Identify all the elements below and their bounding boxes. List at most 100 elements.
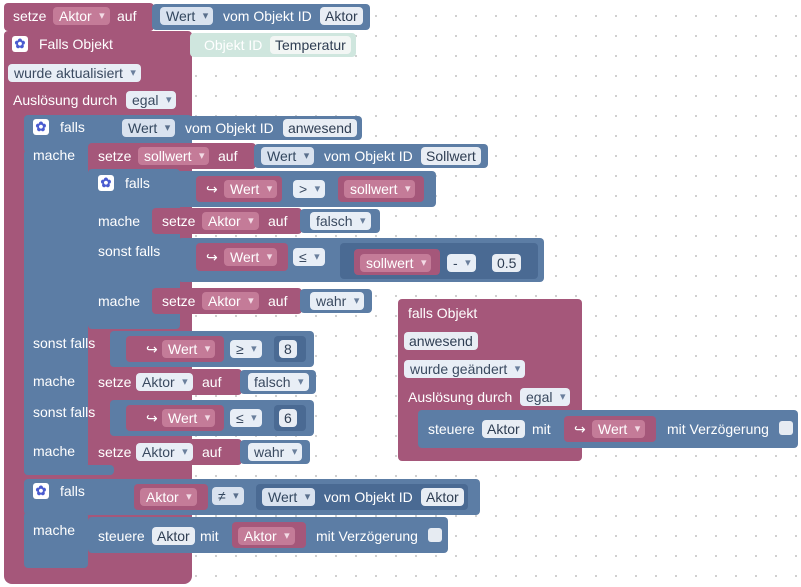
falls-label: falls xyxy=(125,175,150,191)
number-field[interactable]: 6 xyxy=(279,409,297,427)
wert-label: ↪ xyxy=(146,409,164,427)
verzoegerung-label: mit Verzögerung xyxy=(316,528,418,544)
mache-label: mache xyxy=(98,293,141,309)
wahr-dropdown[interactable]: wahr xyxy=(248,443,303,461)
if-outer-bottom xyxy=(24,465,114,475)
setze-label: setze xyxy=(98,148,132,164)
operator-dropdown[interactable]: ≤ xyxy=(230,409,262,427)
delay-checkbox[interactable] xyxy=(779,421,793,435)
vom-objekt-id-label: vom Objekt ID xyxy=(324,489,413,505)
auf-label: auf xyxy=(268,293,288,309)
vom-objekt-id-label: vom Objekt ID xyxy=(324,148,413,164)
wert-dropdown[interactable]: Wert xyxy=(224,180,278,198)
wert-dropdown[interactable]: Wert xyxy=(162,340,216,358)
auf-label: auf xyxy=(202,444,222,460)
operator-dropdown[interactable]: ≥ xyxy=(230,340,262,358)
operator-dropdown[interactable]: ≤ xyxy=(293,248,325,266)
falls-objekt-label: falls Objekt xyxy=(408,305,478,321)
aktor-field[interactable]: Aktor xyxy=(482,420,525,438)
anwesend-field[interactable]: anwesend xyxy=(283,119,357,137)
wert-label: ↪ xyxy=(574,420,592,438)
mache-label: mache xyxy=(33,373,76,389)
wert-label: ↪ xyxy=(146,340,164,358)
sollwert-dropdown[interactable]: sollwert xyxy=(344,180,416,198)
mache-label: mache xyxy=(33,147,76,163)
egal-dropdown[interactable]: egal xyxy=(520,388,571,406)
mit-label: mit xyxy=(532,421,551,437)
gear-icon[interactable]: ✿ xyxy=(98,175,114,191)
return-arrow-icon: ↪ xyxy=(574,421,586,437)
wert-dropdown[interactable]: Wert xyxy=(261,147,315,165)
vom-objekt-id-label: vom Objekt ID xyxy=(185,120,274,136)
aktor-id-field[interactable]: Aktor xyxy=(421,488,464,506)
operator-dropdown[interactable]: ≠ xyxy=(212,487,244,505)
if-bottom-spine xyxy=(24,512,88,568)
return-arrow-icon: ↪ xyxy=(146,341,158,357)
aktor-dropdown[interactable]: Aktor xyxy=(136,373,193,391)
sonst-falls-label: sonst falls xyxy=(33,404,96,420)
wert-dropdown[interactable]: Wert xyxy=(160,7,214,25)
return-arrow-icon: ↪ xyxy=(206,181,218,197)
operator-label: ≠ xyxy=(212,487,244,505)
aktor-dropdown[interactable]: Aktor xyxy=(202,292,259,310)
auf-label: auf xyxy=(268,213,288,229)
steuere-label: steuere xyxy=(98,528,145,544)
verzoegerung-label: mit Verzögerung xyxy=(667,421,769,437)
falls-label: falls xyxy=(60,119,85,135)
object-id-field[interactable]: Aktor xyxy=(320,7,363,25)
falsch-dropdown[interactable]: falsch xyxy=(248,373,309,391)
sollwert-id-field[interactable]: Sollwert xyxy=(421,147,481,165)
delay-checkbox[interactable] xyxy=(428,528,442,542)
falls-label: falls xyxy=(60,483,85,499)
temperatur-field[interactable]: Temperatur xyxy=(270,36,351,54)
falls-objekt-label: Falls Objekt xyxy=(39,36,113,52)
setze-label: setze xyxy=(13,8,47,24)
ausloesung-label: Auslösung durch xyxy=(13,92,118,108)
objekt-id-label: Objekt ID xyxy=(204,37,263,53)
egal-dropdown[interactable]: egal xyxy=(126,91,177,109)
aktor-dropdown[interactable]: Aktor xyxy=(202,212,259,230)
gear-icon[interactable]: ✿ xyxy=(12,36,28,52)
number-field[interactable]: 8 xyxy=(279,340,297,358)
setze-label: setze xyxy=(162,293,196,309)
gear-icon[interactable]: ✿ xyxy=(33,483,49,499)
sollwert-dropdown[interactable]: sollwert xyxy=(138,147,210,165)
falsch-dropdown[interactable]: falsch xyxy=(310,212,371,230)
number-field[interactable]: 0.5 xyxy=(492,254,522,272)
mit-label: mit xyxy=(200,528,219,544)
if-outer-spine xyxy=(24,150,88,475)
wert-dropdown[interactable]: Wert xyxy=(162,409,216,427)
wert-dropdown[interactable]: Wert xyxy=(224,248,278,266)
mache-label: mache xyxy=(33,443,76,459)
operator-dropdown[interactable]: > xyxy=(293,180,326,198)
aktor-dropdown[interactable]: Aktor xyxy=(238,527,295,545)
steuere-label: steuere xyxy=(428,421,475,437)
aktor-dropdown[interactable]: Aktor xyxy=(140,488,197,506)
anwesend-field[interactable]: anwesend xyxy=(404,332,478,350)
wert-dropdown[interactable]: Wert xyxy=(262,488,316,506)
sollwert-dropdown[interactable]: sollwert xyxy=(360,254,432,272)
var-dropdown[interactable]: Aktor xyxy=(53,7,110,25)
wurde-dropdown[interactable]: wurde geändert xyxy=(404,360,526,378)
wahr-dropdown[interactable]: wahr xyxy=(310,292,365,310)
aktor-field[interactable]: Aktor xyxy=(152,527,195,545)
wert-dropdown[interactable]: Wert xyxy=(592,420,646,438)
sonst-falls-label: sonst falls xyxy=(98,243,161,259)
aktor-dropdown[interactable]: Aktor xyxy=(136,443,193,461)
sonst-falls-label: sonst falls xyxy=(33,335,96,351)
gear-icon[interactable]: ✿ xyxy=(33,119,49,135)
mache-label: mache xyxy=(98,213,141,229)
auf-label: auf xyxy=(202,374,222,390)
setze-label: setze xyxy=(98,374,132,390)
return-arrow-icon: ↪ xyxy=(146,410,158,426)
wert-label: ↪ xyxy=(206,248,224,266)
wert-dropdown[interactable]: Wert xyxy=(122,119,176,137)
minus-dropdown[interactable]: - xyxy=(447,254,476,272)
setze-label: setze xyxy=(162,213,196,229)
auf-label: auf xyxy=(117,8,137,24)
mache-label: mache xyxy=(33,522,76,538)
wurde-dropdown[interactable]: wurde aktualisiert xyxy=(8,64,141,82)
wert-label: ↪ xyxy=(206,180,224,198)
auf-label: auf xyxy=(218,148,238,164)
vom-objekt-id-label: vom Objekt ID xyxy=(223,8,312,24)
